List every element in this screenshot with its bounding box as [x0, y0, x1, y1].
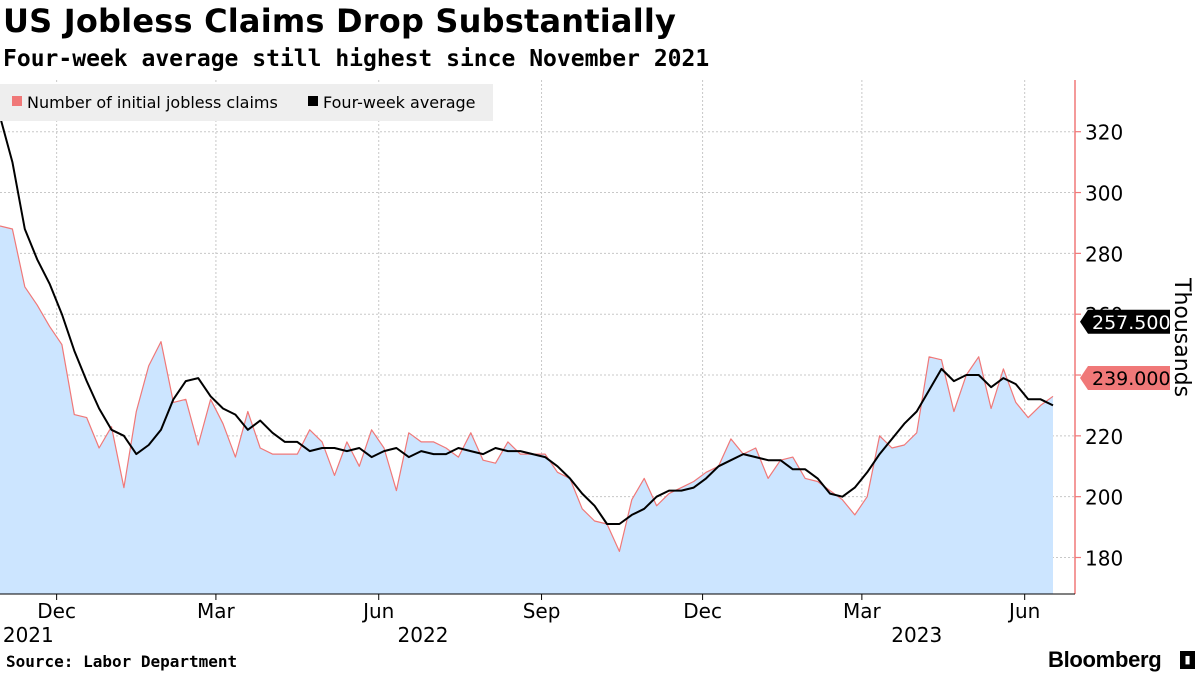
- y-axis-label: Thousands: [1169, 277, 1194, 397]
- claims-line: [0, 225, 1054, 553]
- legend-label-claims: Number of initial jobless claims: [27, 93, 278, 112]
- last-value-average-marker: [1080, 309, 1170, 334]
- x-tick-label: Dec: [37, 599, 76, 623]
- series-lines: [0, 116, 1054, 553]
- last-value-claims-tag: 239.000: [1080, 366, 1171, 391]
- x-year-label: 2023: [891, 623, 942, 647]
- chart-subtitle: Four-week average still highest since No…: [3, 46, 710, 72]
- y-tick-label: 300: [1085, 182, 1123, 206]
- last-value-claims-marker: [1080, 366, 1170, 391]
- last-value-average-text: 257.500: [1092, 312, 1171, 334]
- last-value-labels: 257.500 239.000: [1080, 309, 1171, 391]
- y-tick-label: 180: [1085, 547, 1123, 571]
- x-tick-label: Mar: [197, 599, 236, 623]
- last-value-average-tag: 257.500: [1080, 309, 1171, 334]
- x-tick-label: Mar: [843, 599, 882, 623]
- legend-label-average: Four-week average: [323, 93, 476, 112]
- y-tick-label: 220: [1085, 425, 1123, 449]
- legend-swatch-average: [308, 96, 318, 106]
- y-tick-label: 200: [1085, 486, 1123, 510]
- four-week-average-line: [0, 116, 1054, 525]
- y-tick-label: 320: [1085, 121, 1123, 145]
- y-axis: 180200220240260280300320: [1074, 80, 1123, 594]
- x-tick-label: Jun: [361, 599, 394, 623]
- brand-logo: Bloomberg: [1048, 647, 1162, 672]
- source-note: Source: Labor Department: [6, 652, 238, 671]
- claims-area-fill: [0, 226, 1053, 594]
- legend-swatch-claims: [12, 96, 22, 106]
- x-year-label: 2021: [3, 623, 54, 647]
- legend-box: [0, 84, 493, 121]
- x-tick-label: Sep: [523, 599, 561, 623]
- chart-title: US Jobless Claims Drop Substantially: [3, 2, 677, 40]
- x-tick-label: Dec: [683, 599, 722, 623]
- brand-mark-icon: ▮: [1180, 651, 1195, 669]
- last-value-claims-text: 239.000: [1092, 368, 1171, 390]
- x-tick-label: Jun: [1007, 599, 1040, 623]
- x-year-label: 2022: [398, 623, 449, 647]
- claims-area: [0, 226, 1053, 594]
- y-tick-label: 280: [1085, 242, 1123, 266]
- legend: Number of initial jobless claims Four-wee…: [0, 84, 493, 121]
- x-axis: Dec Mar Jun Sep Dec Mar Jun 2021 2022 2023: [0, 593, 1075, 647]
